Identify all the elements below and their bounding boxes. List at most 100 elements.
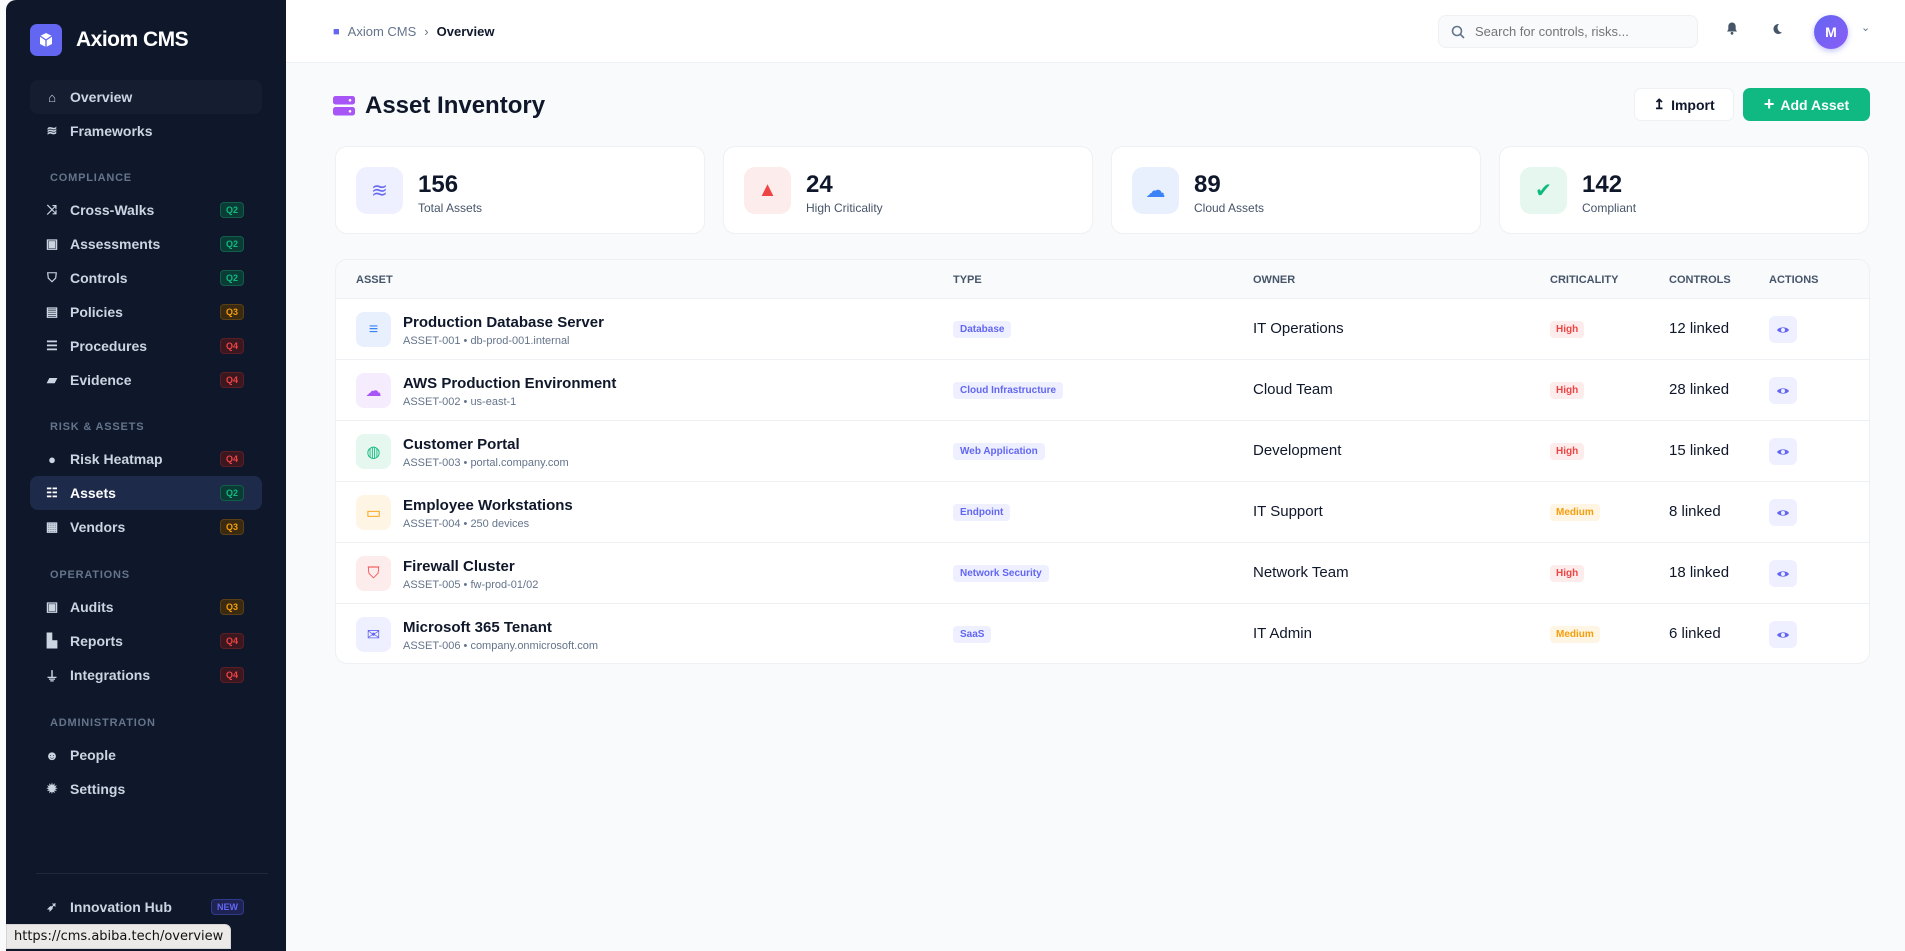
gear-icon: ✹ <box>46 781 58 796</box>
view-button[interactable] <box>1769 377 1797 404</box>
sidebar-item-cross-walks[interactable]: ⤨ Cross-Walks Q2 <box>30 193 262 227</box>
sidebar-item-people[interactable]: ☻ People <box>30 738 262 772</box>
owner: Development <box>1253 442 1342 459</box>
controls-count: 6 linked <box>1669 625 1721 642</box>
col-criticality[interactable]: CRITICALITY <box>1550 274 1619 286</box>
sidebar-item-controls[interactable]: ⛉ Controls Q2 <box>30 261 262 295</box>
table-row[interactable]: ≡ Production Database Server ASSET-001 • d… <box>336 298 1869 359</box>
sidebar-item-badge: Q2 <box>219 236 244 252</box>
stat-value: 89 <box>1194 171 1221 198</box>
col-type[interactable]: TYPE <box>953 274 982 286</box>
sidebar-item-integrations[interactable]: ⏚ Integrations Q4 <box>30 658 262 692</box>
view-button[interactable] <box>1769 621 1797 648</box>
sidebar-item-label: Vendors <box>70 519 126 535</box>
owner: IT Support <box>1253 503 1323 520</box>
owner: Network Team <box>1253 564 1349 581</box>
asset-name[interactable]: Microsoft 365 Tenant <box>403 619 552 636</box>
controls-count: 18 linked <box>1669 564 1730 581</box>
laptop-icon: ▭ <box>356 495 391 530</box>
plug-icon: ⏚ <box>45 668 59 684</box>
search-box[interactable] <box>1438 15 1698 48</box>
sidebar-item-overview[interactable]: ⌂ Overview <box>30 80 262 114</box>
sidebar-item-badge: NEW <box>211 899 244 915</box>
sidebar-item-frameworks[interactable]: ≋ Frameworks <box>30 114 262 148</box>
cloud-icon: ☁ <box>1132 167 1179 214</box>
table-row[interactable]: ◍ Customer Portal ASSET-003 • portal.compa… <box>336 420 1869 481</box>
chart-bar-icon: ▙ <box>47 633 57 648</box>
col-controls[interactable]: CONTROLS <box>1669 274 1731 286</box>
fire-icon: ● <box>48 451 56 467</box>
sidebar-item-label: People <box>70 747 116 763</box>
criticality-badge: Medium <box>1550 626 1600 643</box>
import-button[interactable]: ↥ Import <box>1634 88 1734 121</box>
table-row[interactable]: ▭ Employee Workstations ASSET-004 • 250 de… <box>336 481 1869 542</box>
moon-icon[interactable] <box>1771 22 1783 38</box>
sidebar-item-evidence[interactable]: ▰ Evidence Q4 <box>30 363 262 397</box>
stat-label: Total Assets <box>418 201 483 215</box>
breadcrumb: ■ Axiom CMS › Overview <box>333 24 494 39</box>
asset-name[interactable]: Employee Workstations <box>403 497 573 514</box>
page-title: Asset Inventory <box>333 92 545 120</box>
sidebar-item-badge: Q2 <box>219 485 244 501</box>
eye-icon <box>1777 509 1789 516</box>
asset-name[interactable]: Customer Portal <box>403 436 520 453</box>
shield-icon: ⛉ <box>47 270 57 285</box>
view-button[interactable] <box>1769 560 1797 587</box>
breadcrumb-separator: › <box>424 24 429 39</box>
sidebar-item-risk-heatmap[interactable]: ● Risk Heatmap Q4 <box>30 442 262 476</box>
col-owner[interactable]: OWNER <box>1253 274 1296 286</box>
clipboard-list-icon: ▣ <box>45 599 59 614</box>
breadcrumb-home[interactable]: Axiom CMS <box>347 24 417 39</box>
table-row[interactable]: ☁ AWS Production Environment ASSET-002 • u… <box>336 359 1869 420</box>
stat-label: Cloud Assets <box>1194 201 1265 215</box>
brand[interactable]: Axiom CMS <box>30 24 189 56</box>
layers-icon: ≋ <box>356 167 403 214</box>
sidebar-item-badge: Q3 <box>219 519 244 535</box>
asset-name[interactable]: AWS Production Environment <box>403 375 617 392</box>
asset-name[interactable]: Firewall Cluster <box>403 558 515 575</box>
users-icon: ☻ <box>45 747 59 763</box>
owner: IT Admin <box>1253 625 1312 642</box>
import-label: Import <box>1671 96 1715 113</box>
asset-name[interactable]: Production Database Server <box>403 314 604 331</box>
sidebar-item-procedures[interactable]: ☰ Procedures Q4 <box>30 329 262 363</box>
criticality-badge: High <box>1550 321 1585 338</box>
sidebar-item-audits[interactable]: ▣ Audits Q3 <box>30 590 262 624</box>
asset-meta: ASSET-002 • us-east-1 <box>403 396 517 408</box>
type-badge: Network Security <box>953 565 1049 582</box>
server-icon <box>333 96 355 116</box>
sidebar-item-badge: Q3 <box>219 304 244 320</box>
cube-icon: ■ <box>333 25 340 38</box>
sidebar-item-label: Controls <box>70 270 128 286</box>
avatar[interactable]: M <box>1814 15 1848 49</box>
sidebar-item-assessments[interactable]: ▣ Assessments Q2 <box>30 227 262 261</box>
stat-label: High Criticality <box>806 201 883 215</box>
search-input[interactable] <box>1475 24 1685 39</box>
sidebar-item-settings[interactable]: ✹ Settings <box>30 772 262 806</box>
sidebar-item-label: Cross-Walks <box>70 202 155 218</box>
sidebar-item-label: Assessments <box>70 236 161 252</box>
view-button[interactable] <box>1769 499 1797 526</box>
view-button[interactable] <box>1769 316 1797 343</box>
add-asset-button[interactable]: + Add Asset <box>1743 88 1870 121</box>
check-circle-icon: ✔ <box>1520 167 1567 214</box>
sidebar-item-vendors[interactable]: ▦ Vendors Q3 <box>30 510 262 544</box>
bell-icon[interactable] <box>1726 22 1738 38</box>
sidebar-item-label: Audits <box>70 599 114 615</box>
col-asset[interactable]: ASSET <box>356 274 393 286</box>
sidebar-item-assets[interactable]: ☷ Assets Q2 <box>30 476 262 510</box>
table-row[interactable]: ✉ Microsoft 365 Tenant ASSET-006 • company… <box>336 603 1869 663</box>
sidebar-item-reports[interactable]: ▙ Reports Q4 <box>30 624 262 658</box>
sidebar-item-label: Integrations <box>70 667 151 683</box>
sidebar-divider <box>36 873 268 874</box>
shield-icon: ⛉ <box>356 556 391 591</box>
add-asset-label: Add Asset <box>1780 96 1850 113</box>
asset-meta: ASSET-006 • company.onmicrosoft.com <box>403 640 599 652</box>
table-row[interactable]: ⛉ Firewall Cluster ASSET-005 • fw-prod-01/… <box>336 542 1869 603</box>
sidebar-item-policies[interactable]: ▤ Policies Q3 <box>30 295 262 329</box>
chevron-down-icon[interactable]: ⌄ <box>1861 22 1871 34</box>
sidebar-item-innovation-hub[interactable]: ➶ Innovation Hub NEW <box>30 890 262 924</box>
sidebar-item-label: Procedures <box>70 338 148 354</box>
stat-card: ✔ 142 Compliant <box>1499 146 1869 234</box>
view-button[interactable] <box>1769 438 1797 465</box>
